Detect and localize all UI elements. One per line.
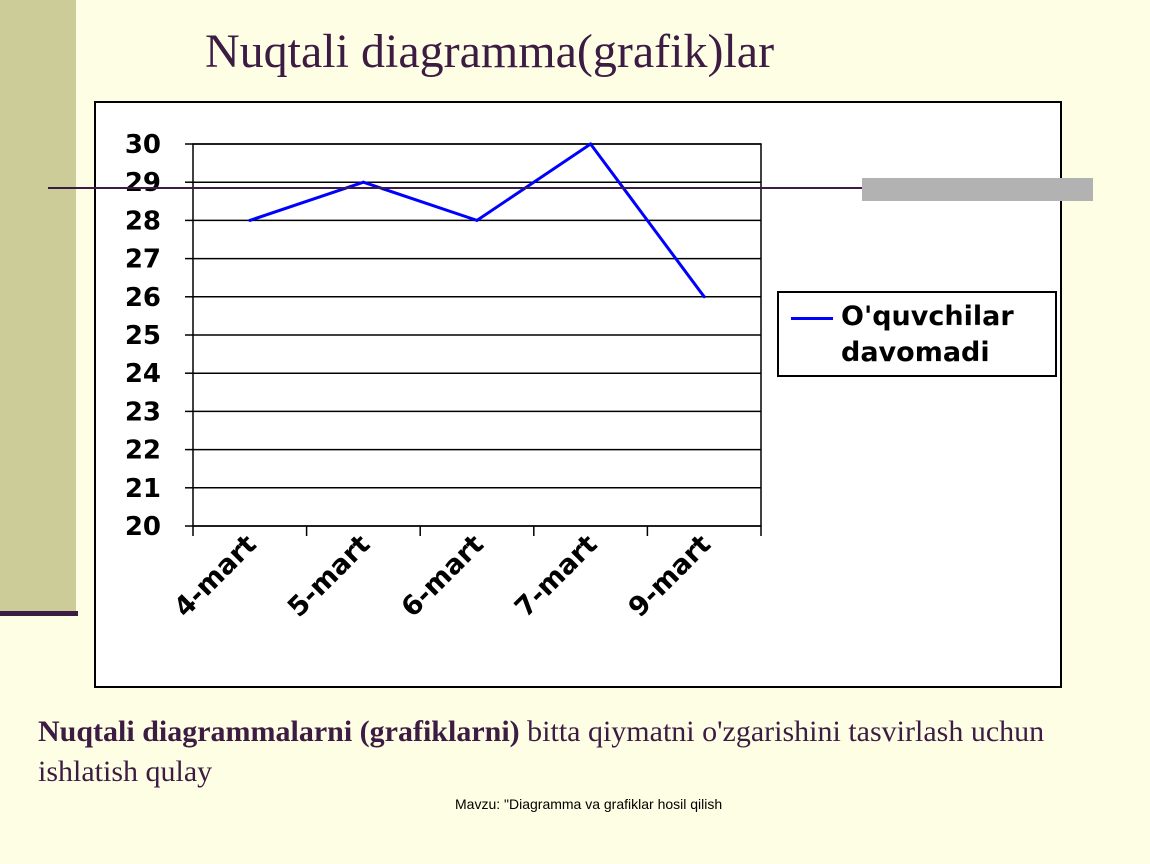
- xtick-label: 6-mart: [395, 529, 490, 624]
- ytick-label: 28: [125, 206, 161, 236]
- left-accent-band: [0, 0, 76, 612]
- ytick-label: 25: [125, 321, 161, 351]
- chart-legend: O'quvchilar davomadi: [777, 291, 1057, 377]
- plot-area-frame: [192, 143, 762, 527]
- data-point: [589, 142, 593, 146]
- ytick-label: 21: [125, 474, 161, 504]
- legend-series-label: O'quvchilar davomadi: [841, 301, 1014, 368]
- xtick-label: 4-mart: [168, 529, 263, 624]
- ytick-label: 22: [125, 436, 161, 466]
- ytick-label: 27: [125, 245, 161, 275]
- ytick-label: 26: [125, 283, 161, 313]
- xtick-label: 5-mart: [282, 529, 377, 624]
- data-point: [702, 295, 706, 299]
- xtick-label: 7-mart: [509, 529, 604, 624]
- slide-footer: Mavzu: "Diagramma va grafiklar hosil qil…: [455, 796, 723, 812]
- decorative-bar: [862, 178, 1093, 201]
- body-bold-text: Nuqtali diagrammalarni (grafiklarni): [38, 715, 520, 748]
- data-point: [361, 180, 365, 184]
- ytick-label: 24: [125, 359, 161, 389]
- legend-series-swatch: [791, 317, 833, 320]
- decorative-rule: [48, 187, 1093, 189]
- xtick-label: 9-mart: [623, 529, 718, 624]
- body-plain-text: bitta qiymatni o'zgarishini tasvirlash u…: [38, 715, 1045, 788]
- slide-title: Nuqtali diagramma(grafik)lar: [205, 25, 775, 78]
- slide-body-text: Nuqtali diagrammalarni (grafiklarni) bit…: [38, 712, 1098, 792]
- ytick-label: 29: [125, 168, 161, 198]
- ytick-label: 20: [125, 512, 161, 542]
- ytick-label: 23: [125, 397, 161, 427]
- data-point: [248, 218, 252, 222]
- left-accent-line: [0, 611, 78, 616]
- line-chart: 20 21 22 23 24 25 26 27 28 29 30 4-mart 5-mart 6-mart…: [125, 130, 762, 624]
- data-point: [475, 218, 479, 222]
- ytick-label: 30: [125, 130, 161, 160]
